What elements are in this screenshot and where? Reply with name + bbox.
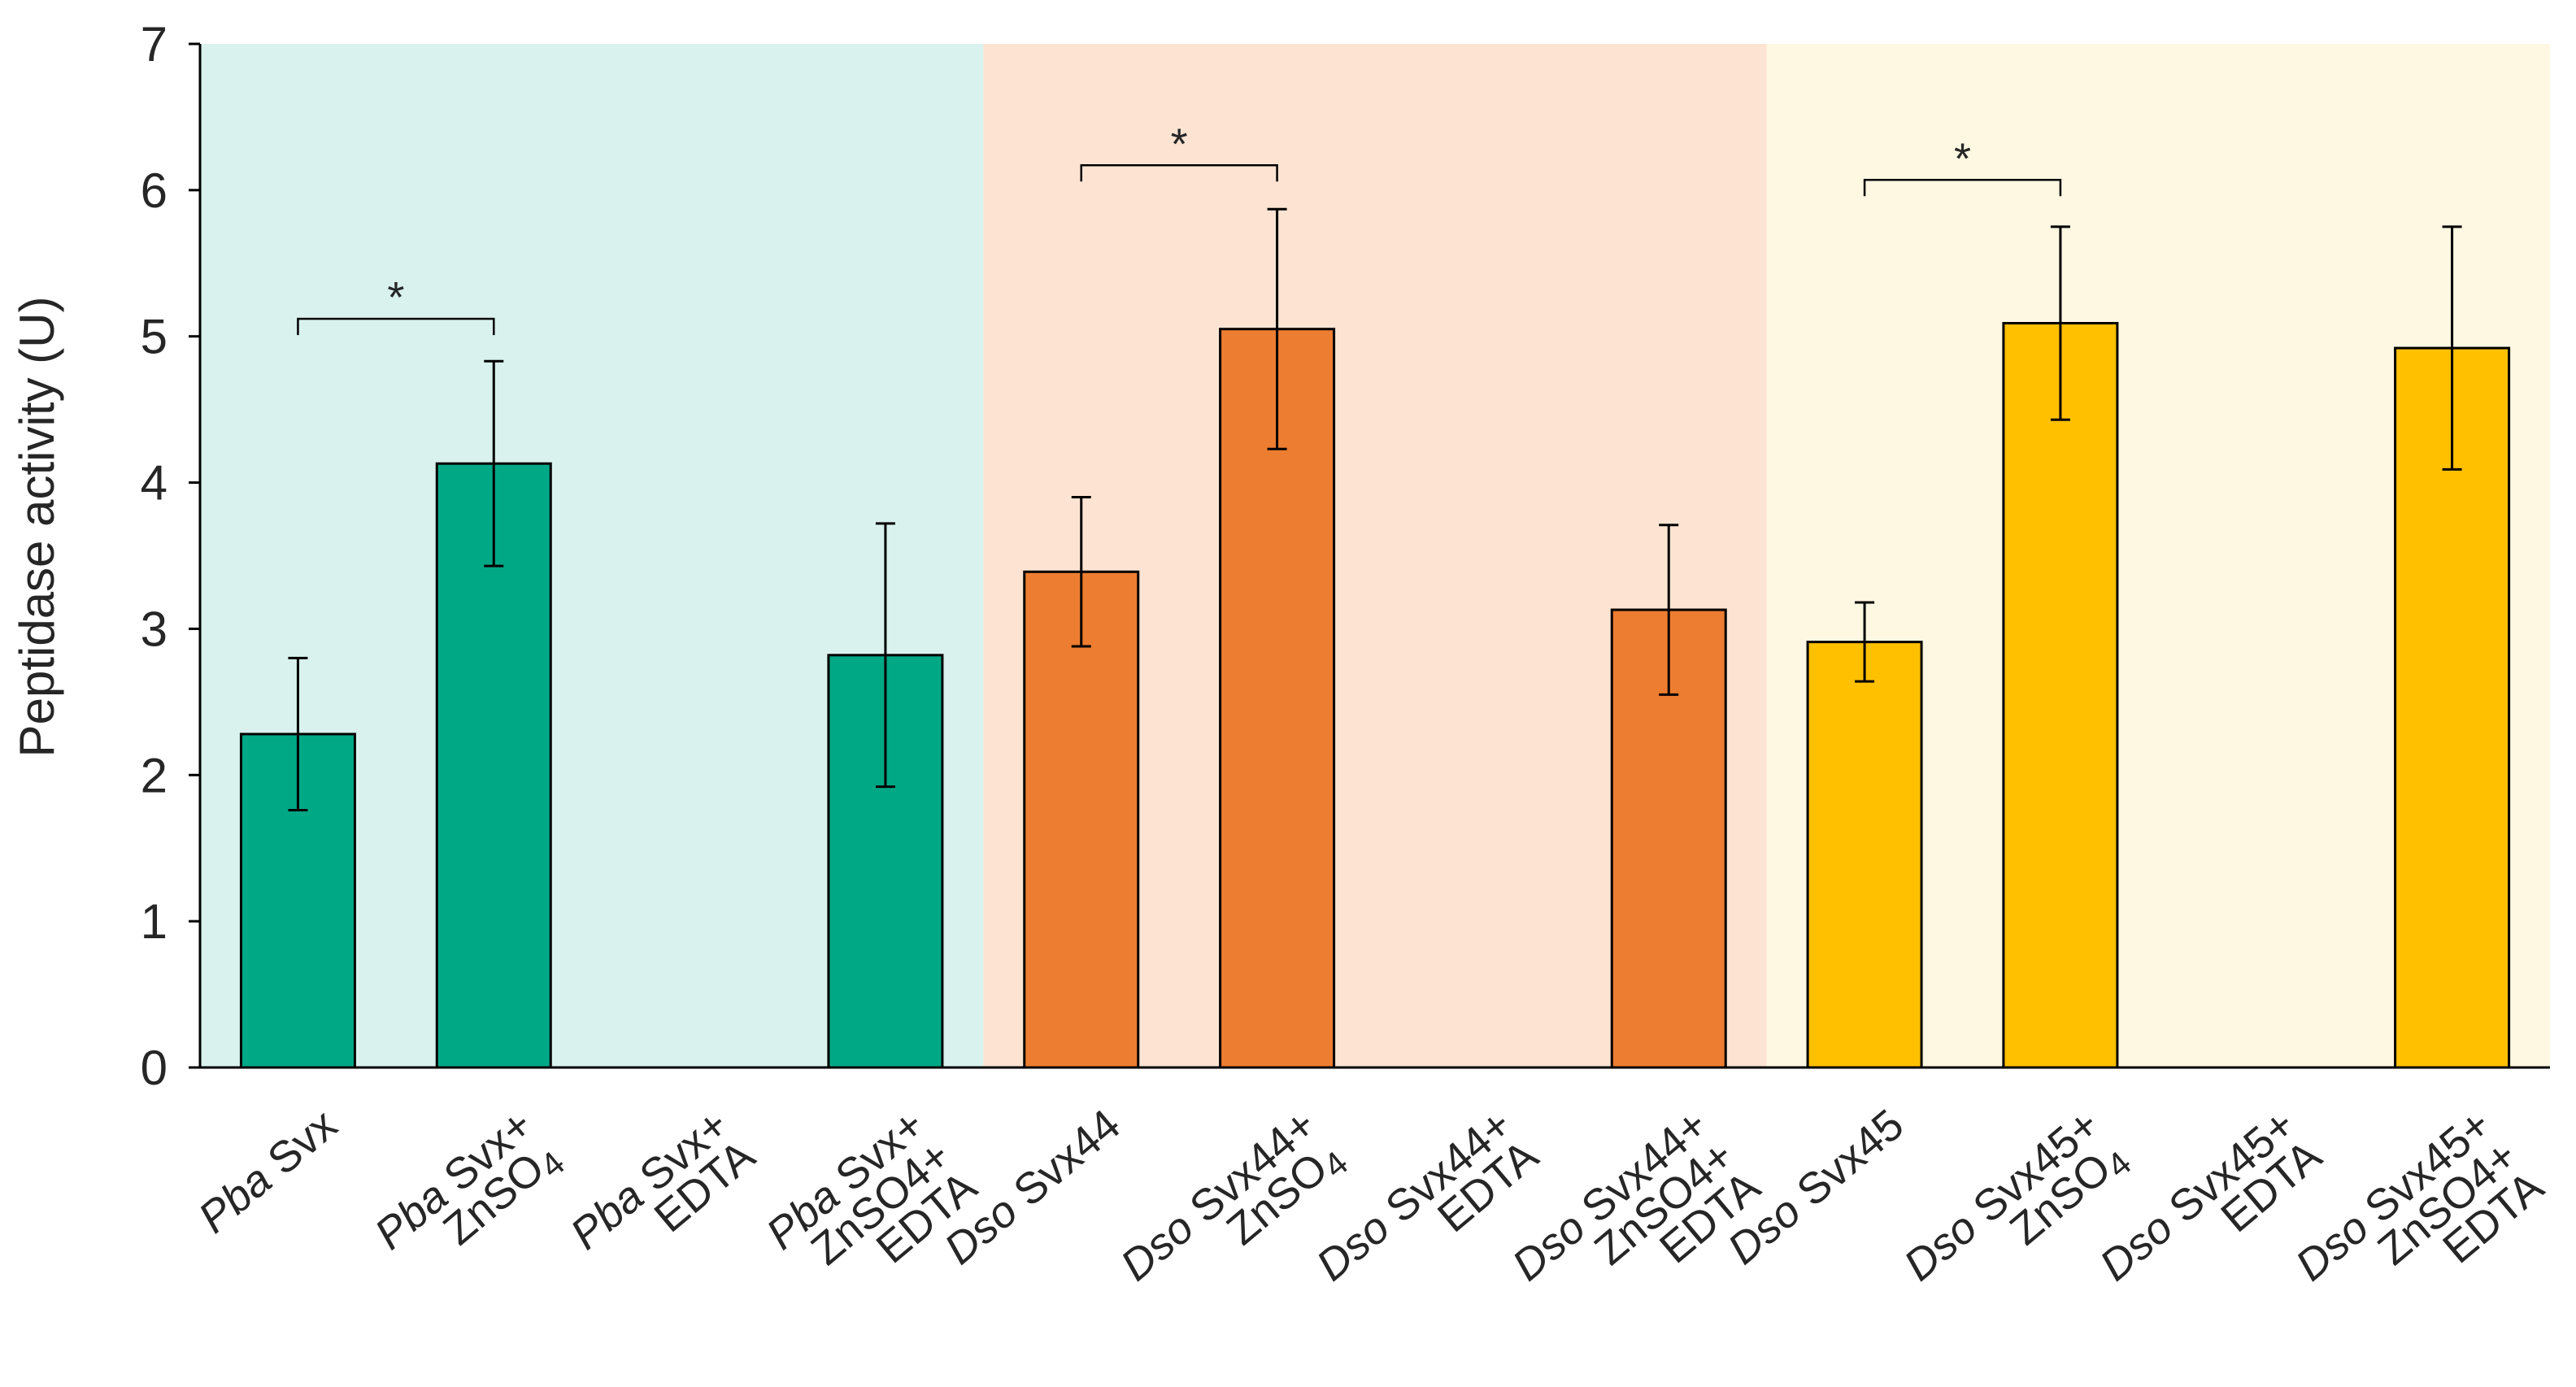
error-bar-1 xyxy=(484,359,504,567)
y-tick-label-4: 4 xyxy=(141,456,168,511)
y-tick-label-6: 6 xyxy=(141,163,168,218)
x-tick-label-11: Dso Svx45+ZnSO4+EDTA xyxy=(2287,1100,2552,1290)
significance-bracket-0: * xyxy=(297,273,495,336)
error-bar-4 xyxy=(1071,496,1091,648)
significance-brackets: * * * xyxy=(297,120,2062,336)
y-tick-label-3: 3 xyxy=(141,602,168,656)
error-bar-3 xyxy=(875,522,895,789)
error-bars xyxy=(288,207,2462,811)
x-tick-label-7: Dso Svx44+ZnSO4+EDTA xyxy=(1503,1100,1769,1290)
y-axis-ticks: 0 1 2 3 4 5 6 7 xyxy=(141,17,200,1095)
error-bar-8 xyxy=(1855,601,1875,683)
x-tick-label-0: Pba Svx xyxy=(189,1100,346,1242)
bar-8 xyxy=(1806,641,1923,1069)
significance-bracket-2: * xyxy=(1863,134,2062,197)
significance-bracket-1: * xyxy=(1080,120,1278,182)
y-tick-label-5: 5 xyxy=(141,310,168,364)
error-bar-11 xyxy=(2442,225,2462,471)
x-tick-label-1: Pba Svx+ZnSO4 xyxy=(366,1100,572,1259)
x-tick-label-10: Dso Svx45+EDTA xyxy=(2091,1100,2330,1290)
y-tick-label-2: 2 xyxy=(141,748,168,802)
x-tick-label-3: Pba Svx+ZnSO4+EDTA xyxy=(757,1100,986,1274)
x-tick-label-5: Dso Svx44+ZnSO4 xyxy=(1112,1100,1355,1290)
y-tick-label-7: 7 xyxy=(141,17,168,72)
error-bar-7 xyxy=(1659,524,1679,696)
significance-star-2: * xyxy=(1954,134,1971,183)
error-bar-0 xyxy=(288,656,308,811)
bar-9 xyxy=(2002,322,2119,1069)
y-tick-label-0: 0 xyxy=(141,1041,168,1095)
significance-star-1: * xyxy=(1171,120,1188,168)
axes xyxy=(198,44,2550,1069)
x-tick-label-6: Dso Svx44+EDTA xyxy=(1308,1100,1547,1290)
significance-star-0: * xyxy=(387,273,404,322)
error-bar-5 xyxy=(1267,207,1287,450)
significance-bracket-line-1 xyxy=(1080,164,1278,182)
group-background-bands xyxy=(200,44,2550,1067)
x-tick-label-0-line-0: Pba Svx xyxy=(189,1100,346,1242)
significance-bracket-line-2 xyxy=(1863,179,2062,197)
x-tick-label-2: Pba Svx+EDTA xyxy=(562,1100,764,1259)
x-tick-rest-8: Svx45 xyxy=(1778,1100,1912,1224)
x-tick-rest-4: Svx44 xyxy=(995,1100,1129,1224)
error-bar-9 xyxy=(2050,225,2070,421)
y-tick-label-1: 1 xyxy=(141,894,168,949)
significance-bracket-line-0 xyxy=(297,317,495,336)
x-tick-label-9: Dso Svx45+ZnSO4 xyxy=(1895,1100,2138,1290)
y-axis-label: Peptidase activity (U) xyxy=(10,297,64,758)
